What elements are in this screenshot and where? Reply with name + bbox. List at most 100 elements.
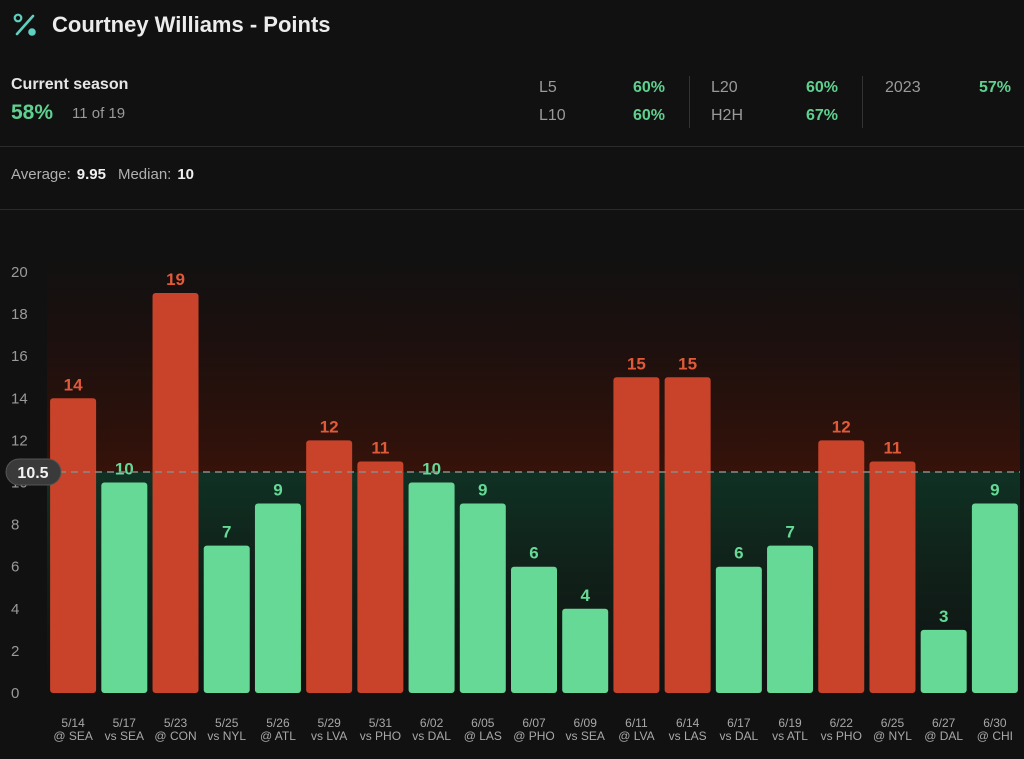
x-tick-date: 6/25 — [881, 716, 905, 730]
x-tick-opponent: vs SEA — [105, 729, 144, 743]
x-tick-date: 6/19 — [778, 716, 802, 730]
y-tick-label: 2 — [11, 643, 19, 660]
stat-label-l5: L5 — [539, 79, 557, 96]
bar — [562, 608, 609, 693]
threshold-label: 10.5 — [17, 465, 48, 482]
x-tick-date: 6/27 — [932, 716, 956, 730]
x-tick-opponent: vs PHO — [821, 729, 862, 743]
x-tick-opponent: @ CON — [154, 729, 196, 743]
data-label: 3 — [939, 607, 948, 626]
data-label: 11 — [371, 438, 389, 457]
percent-icon — [13, 13, 36, 36]
data-label: 9 — [990, 481, 999, 500]
bar — [203, 545, 250, 693]
y-tick-label: 20 — [11, 264, 28, 281]
data-label: 9 — [273, 481, 282, 500]
stat-label-h2h: H2H — [711, 107, 744, 124]
x-tick-opponent: vs SEA — [566, 729, 605, 743]
median-value: 10 — [177, 166, 195, 183]
stat-label-l10: L10 — [539, 107, 566, 124]
over-region — [47, 252, 1020, 472]
x-tick-opponent: @ ATL — [260, 729, 296, 743]
bar — [767, 545, 814, 693]
data-label: 4 — [580, 586, 590, 605]
bar — [408, 482, 455, 693]
season-hit-count: 11 of 19 — [72, 105, 126, 122]
x-tick-date: 5/29 — [317, 716, 341, 730]
stat-value-l5: 60% — [632, 79, 665, 96]
x-tick-opponent: vs PHO — [360, 729, 401, 743]
data-label: 10 — [422, 460, 441, 479]
stat-value-l20: 60% — [805, 79, 838, 96]
y-tick-label: 18 — [11, 306, 28, 323]
bar — [50, 398, 97, 693]
x-tick-opponent: @ NYL — [873, 729, 912, 743]
data-label: 14 — [64, 375, 83, 394]
season-hit-rate: 58% — [11, 101, 54, 124]
bar — [818, 440, 865, 693]
average-label: Average: — [11, 166, 71, 183]
bar — [152, 293, 199, 693]
x-tick-date: 6/02 — [420, 716, 444, 730]
x-tick-opponent: @ CHI — [977, 729, 1013, 743]
bar — [254, 503, 301, 693]
threshold-badge — [5, 458, 62, 486]
data-label: 6 — [734, 544, 743, 563]
x-tick-date: 6/09 — [574, 716, 598, 730]
x-tick-opponent: vs DAL — [412, 729, 451, 743]
bar — [511, 566, 557, 693]
data-label: 12 — [320, 417, 339, 436]
x-tick-opponent: vs DAL — [719, 729, 758, 743]
y-tick-label: 12 — [11, 432, 28, 449]
data-label: 15 — [627, 354, 646, 373]
x-tick-date: 6/11 — [625, 716, 648, 730]
data-label: 12 — [832, 417, 851, 436]
bar — [306, 440, 353, 693]
x-tick-date: 5/14 — [61, 716, 85, 730]
bar — [459, 503, 506, 693]
x-tick-opponent: vs ATL — [772, 729, 808, 743]
bar — [715, 566, 762, 693]
bar — [101, 482, 148, 693]
x-tick-date: 6/14 — [676, 716, 700, 730]
x-tick-date: 5/23 — [164, 716, 188, 730]
y-tick-label: 6 — [11, 559, 19, 576]
divider — [0, 146, 1024, 147]
median-label: Median: — [117, 166, 172, 183]
data-label: 15 — [678, 354, 697, 373]
y-tick-label: 0 — [11, 685, 19, 702]
x-tick-opponent: vs LVA — [311, 729, 347, 743]
stat-label-l20: L20 — [711, 79, 738, 96]
x-tick-opponent: @ LAS — [464, 729, 502, 743]
x-tick-date: 5/26 — [266, 716, 290, 730]
bar — [664, 377, 711, 693]
x-tick-date: 5/25 — [215, 716, 239, 730]
bar — [920, 629, 967, 693]
data-label: 19 — [166, 270, 185, 289]
data-label: 7 — [785, 523, 794, 542]
x-tick-opponent: @ DAL — [924, 729, 963, 743]
x-tick-date: 6/07 — [522, 716, 546, 730]
bar — [357, 461, 404, 693]
header: Courtney Williams - Points — [12, 8, 331, 42]
x-tick-opponent: @ SEA — [53, 729, 93, 743]
y-tick-label: 14 — [11, 390, 28, 407]
x-tick-date: 5/17 — [113, 716, 137, 730]
x-tick-date: 6/30 — [983, 716, 1007, 730]
bar — [971, 503, 1018, 693]
divider — [862, 76, 863, 128]
stat-value-h2h: 67% — [805, 107, 838, 124]
x-tick-date: 6/17 — [727, 716, 751, 730]
season-label: Current season — [11, 76, 129, 93]
divider — [689, 76, 690, 128]
x-tick-opponent: @ LVA — [618, 729, 654, 743]
data-label: 7 — [222, 523, 231, 542]
stat-value-l10: 60% — [632, 107, 665, 124]
average-value: 9.95 — [76, 166, 106, 183]
data-label: 10 — [115, 460, 134, 479]
data-label: 11 — [883, 438, 901, 457]
page-title: Courtney Williams - Points — [52, 12, 331, 37]
x-tick-date: 5/31 — [369, 716, 393, 730]
y-tick-label: 4 — [11, 601, 19, 618]
